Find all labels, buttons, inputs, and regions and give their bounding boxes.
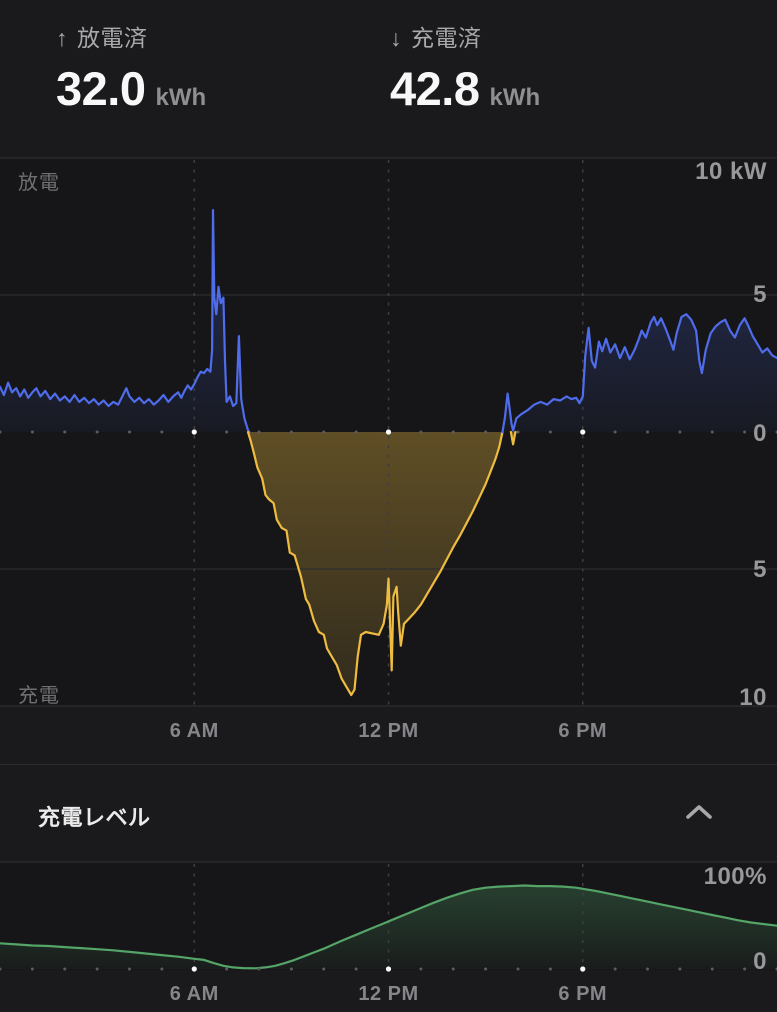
battery-level-chart[interactable] <box>0 861 777 972</box>
chevron-up-icon <box>686 805 712 819</box>
collapse-section-button[interactable] <box>682 801 716 825</box>
charged-stat: ↓ 充電済 42.8 kWh <box>390 19 540 116</box>
y-axis-label: 0 <box>753 948 767 975</box>
discharged-stat-value: 32.0 kWh <box>56 62 207 115</box>
y-axis-label: 5 <box>753 281 767 308</box>
discharge-axis-label: 放電 <box>18 172 60 194</box>
x-axis-label: 6 AM <box>169 720 219 742</box>
charge-level-section-title: 充電レベル <box>38 805 151 830</box>
charged-stat-label: ↓ 充電済 <box>390 25 482 51</box>
charge-axis-label: 充電 <box>18 685 60 707</box>
up-arrow-icon: ↑ <box>56 25 68 51</box>
y-axis-label: 0 <box>753 420 767 447</box>
battery-chart-canvas[interactable] <box>0 861 777 972</box>
x-axis-label: 12 PM <box>358 720 419 742</box>
charged-stat-value: 42.8 kWh <box>390 62 541 115</box>
x-axis-label: 12 PM <box>358 983 419 1005</box>
discharged-stat-label: ↑ 放電済 <box>56 25 148 51</box>
y-axis-label: 100% <box>703 863 767 890</box>
x-axis-label: 6 AM <box>169 983 219 1005</box>
discharged-unit: kWh <box>155 84 207 111</box>
x-axis-label: 6 PM <box>558 983 608 1005</box>
y-axis-label: 5 <box>753 556 767 583</box>
y-axis-label: 10 <box>739 684 767 711</box>
power-chart[interactable] <box>0 157 777 707</box>
charged-unit: kWh <box>489 84 541 111</box>
discharged-stat: ↑ 放電済 32.0 kWh <box>56 19 206 116</box>
x-axis-label: 6 PM <box>558 720 608 742</box>
section-divider <box>0 764 777 765</box>
power-chart-canvas[interactable] <box>0 157 777 707</box>
y-axis-label: 10 kW <box>695 158 767 185</box>
down-arrow-icon: ↓ <box>390 25 402 51</box>
